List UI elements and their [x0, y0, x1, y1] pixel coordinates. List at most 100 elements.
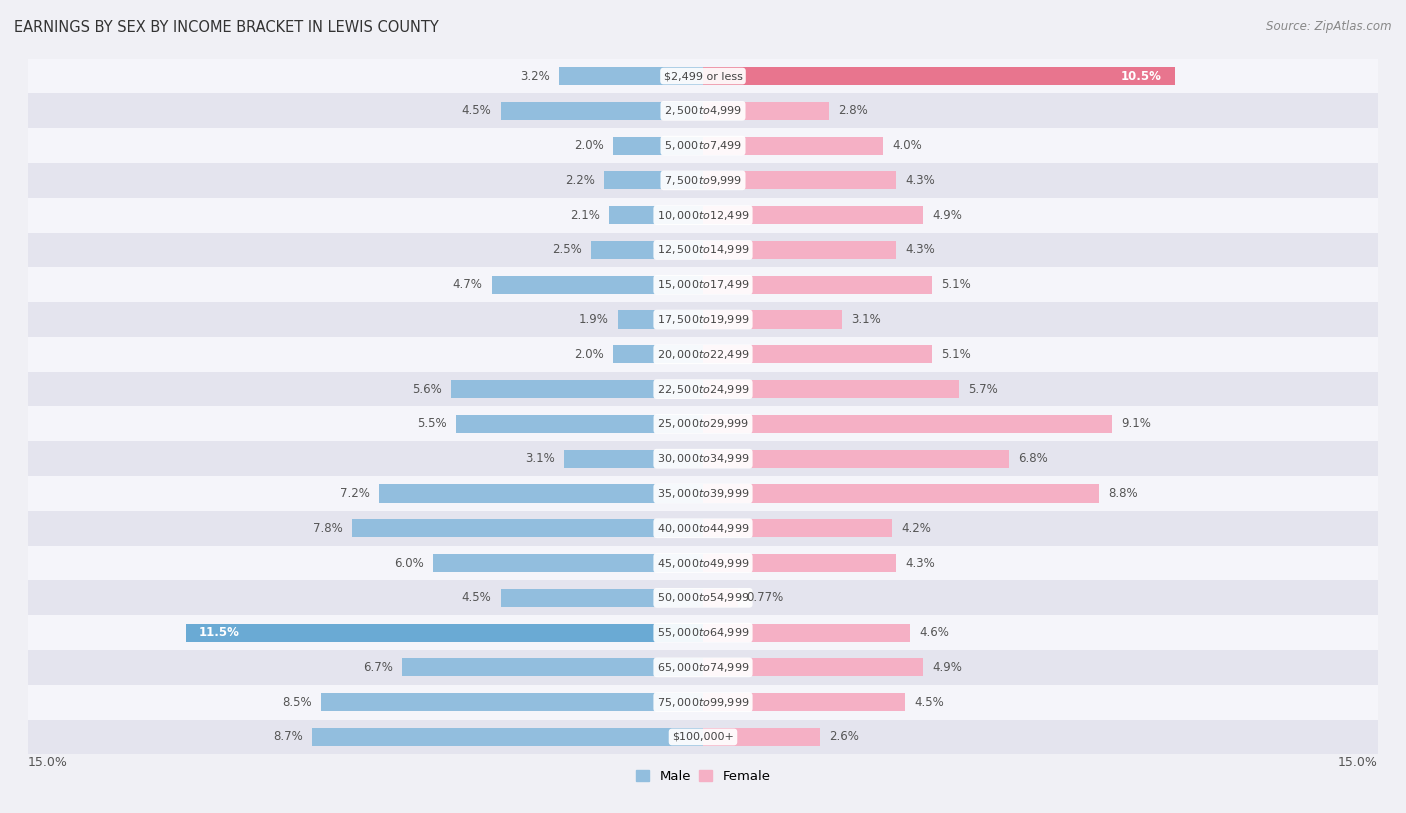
Bar	[186, 624, 703, 641]
Bar	[28, 476, 1378, 511]
Bar	[703, 520, 891, 537]
Bar	[28, 372, 1378, 406]
Bar	[703, 624, 910, 641]
Bar	[28, 511, 1378, 546]
Text: 4.3%: 4.3%	[905, 557, 935, 570]
Text: 8.7%: 8.7%	[273, 730, 302, 743]
Text: 4.2%: 4.2%	[901, 522, 931, 535]
Text: $7,500 to $9,999: $7,500 to $9,999	[664, 174, 742, 187]
Text: 3.2%: 3.2%	[520, 70, 550, 83]
Text: 2.0%: 2.0%	[574, 139, 605, 152]
Text: 8.8%: 8.8%	[1108, 487, 1137, 500]
Bar	[456, 415, 703, 433]
Bar	[492, 276, 703, 293]
Bar	[613, 346, 703, 363]
Text: Source: ZipAtlas.com: Source: ZipAtlas.com	[1267, 20, 1392, 33]
Text: 6.8%: 6.8%	[1018, 452, 1047, 465]
Text: $2,499 or less: $2,499 or less	[664, 71, 742, 81]
Bar	[703, 485, 1099, 502]
Bar	[28, 233, 1378, 267]
Text: 3.1%: 3.1%	[524, 452, 554, 465]
Text: 2.2%: 2.2%	[565, 174, 595, 187]
Bar	[28, 302, 1378, 337]
Text: $10,000 to $12,499: $10,000 to $12,499	[657, 209, 749, 222]
Text: $50,000 to $54,999: $50,000 to $54,999	[657, 591, 749, 604]
Bar	[703, 137, 883, 154]
Bar	[28, 337, 1378, 372]
Bar	[703, 241, 897, 259]
Text: $20,000 to $22,499: $20,000 to $22,499	[657, 348, 749, 361]
Text: $2,500 to $4,999: $2,500 to $4,999	[664, 104, 742, 117]
Text: EARNINGS BY SEX BY INCOME BRACKET IN LEWIS COUNTY: EARNINGS BY SEX BY INCOME BRACKET IN LEW…	[14, 20, 439, 35]
Bar	[28, 59, 1378, 93]
Bar	[564, 450, 703, 467]
Text: 4.0%: 4.0%	[891, 139, 922, 152]
Text: 2.8%: 2.8%	[838, 104, 868, 117]
Text: 0.77%: 0.77%	[747, 591, 785, 604]
Bar	[28, 650, 1378, 685]
Text: $15,000 to $17,499: $15,000 to $17,499	[657, 278, 749, 291]
Bar	[703, 311, 842, 328]
Text: $17,500 to $19,999: $17,500 to $19,999	[657, 313, 749, 326]
Text: $65,000 to $74,999: $65,000 to $74,999	[657, 661, 749, 674]
Bar	[703, 415, 1112, 433]
Bar	[380, 485, 703, 502]
Bar	[613, 137, 703, 154]
Text: 5.1%: 5.1%	[942, 278, 972, 291]
Bar	[617, 311, 703, 328]
Bar	[591, 241, 703, 259]
Bar	[703, 693, 905, 711]
Bar	[560, 67, 703, 85]
Text: 4.6%: 4.6%	[920, 626, 949, 639]
Bar	[28, 441, 1378, 476]
Text: 5.6%: 5.6%	[412, 383, 441, 396]
Bar	[703, 346, 932, 363]
Bar	[703, 450, 1010, 467]
Text: 11.5%: 11.5%	[200, 626, 240, 639]
Text: $75,000 to $99,999: $75,000 to $99,999	[657, 696, 749, 709]
Text: $45,000 to $49,999: $45,000 to $49,999	[657, 557, 749, 570]
Text: 8.5%: 8.5%	[283, 696, 312, 709]
Bar	[321, 693, 703, 711]
Bar	[605, 172, 703, 189]
Bar	[402, 659, 703, 676]
Text: 15.0%: 15.0%	[28, 756, 67, 769]
Bar	[703, 172, 897, 189]
Text: 9.1%: 9.1%	[1122, 417, 1152, 430]
Text: 4.7%: 4.7%	[453, 278, 482, 291]
Text: 5.1%: 5.1%	[942, 348, 972, 361]
Text: $25,000 to $29,999: $25,000 to $29,999	[657, 417, 749, 430]
Text: 7.2%: 7.2%	[340, 487, 370, 500]
Bar	[28, 720, 1378, 754]
Bar	[703, 659, 924, 676]
Text: 6.0%: 6.0%	[394, 557, 425, 570]
Text: 4.3%: 4.3%	[905, 174, 935, 187]
Bar	[609, 207, 703, 224]
Text: $30,000 to $34,999: $30,000 to $34,999	[657, 452, 749, 465]
Bar	[28, 615, 1378, 650]
Bar	[703, 207, 924, 224]
Text: $100,000+: $100,000+	[672, 732, 734, 742]
Bar	[703, 67, 1175, 85]
Text: $35,000 to $39,999: $35,000 to $39,999	[657, 487, 749, 500]
Bar	[312, 728, 703, 746]
Bar	[703, 380, 959, 398]
Bar	[703, 554, 897, 572]
Text: $22,500 to $24,999: $22,500 to $24,999	[657, 383, 749, 396]
Bar	[28, 406, 1378, 441]
Bar	[703, 728, 820, 746]
Text: $12,500 to $14,999: $12,500 to $14,999	[657, 243, 749, 256]
Text: 5.7%: 5.7%	[969, 383, 998, 396]
Text: 6.7%: 6.7%	[363, 661, 392, 674]
Text: 4.5%: 4.5%	[461, 104, 492, 117]
Text: 4.3%: 4.3%	[905, 243, 935, 256]
Text: 2.5%: 2.5%	[551, 243, 582, 256]
Text: 4.9%: 4.9%	[932, 209, 962, 222]
Bar	[28, 685, 1378, 720]
Bar	[28, 267, 1378, 302]
Legend: Male, Female: Male, Female	[630, 764, 776, 788]
Bar	[501, 102, 703, 120]
Text: 4.5%: 4.5%	[461, 591, 492, 604]
Bar	[433, 554, 703, 572]
Bar	[28, 198, 1378, 233]
